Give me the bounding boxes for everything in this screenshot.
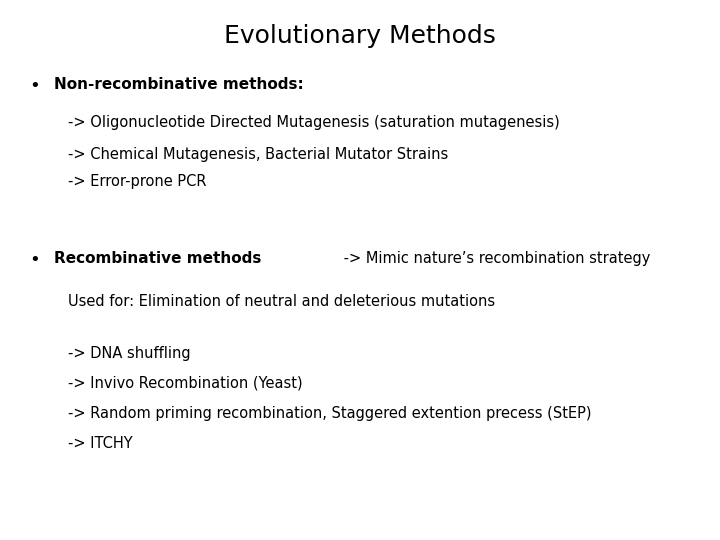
Text: •: • — [29, 77, 40, 94]
Text: -> Error-prone PCR: -> Error-prone PCR — [68, 174, 207, 189]
Text: Used for: Elimination of neutral and deleterious mutations: Used for: Elimination of neutral and del… — [68, 294, 495, 309]
Text: -> ITCHY: -> ITCHY — [68, 436, 133, 451]
Text: -> Oligonucleotide Directed Mutagenesis (saturation mutagenesis): -> Oligonucleotide Directed Mutagenesis … — [68, 115, 560, 130]
Text: -> Random priming recombination, Staggered extention precess (StEP): -> Random priming recombination, Stagger… — [68, 406, 592, 421]
Text: -> Invivo Recombination (Yeast): -> Invivo Recombination (Yeast) — [68, 375, 303, 390]
Text: -> DNA shuffling: -> DNA shuffling — [68, 346, 191, 361]
Text: Recombinative methods: Recombinative methods — [54, 251, 261, 266]
Text: -> Chemical Mutagenesis, Bacterial Mutator Strains: -> Chemical Mutagenesis, Bacterial Mutat… — [68, 147, 449, 162]
Text: Non-recombinative methods:: Non-recombinative methods: — [54, 77, 304, 92]
Text: Evolutionary Methods: Evolutionary Methods — [224, 24, 496, 48]
Text: •: • — [29, 251, 40, 269]
Text: -> Mimic nature’s recombination strategy: -> Mimic nature’s recombination strategy — [339, 251, 651, 266]
